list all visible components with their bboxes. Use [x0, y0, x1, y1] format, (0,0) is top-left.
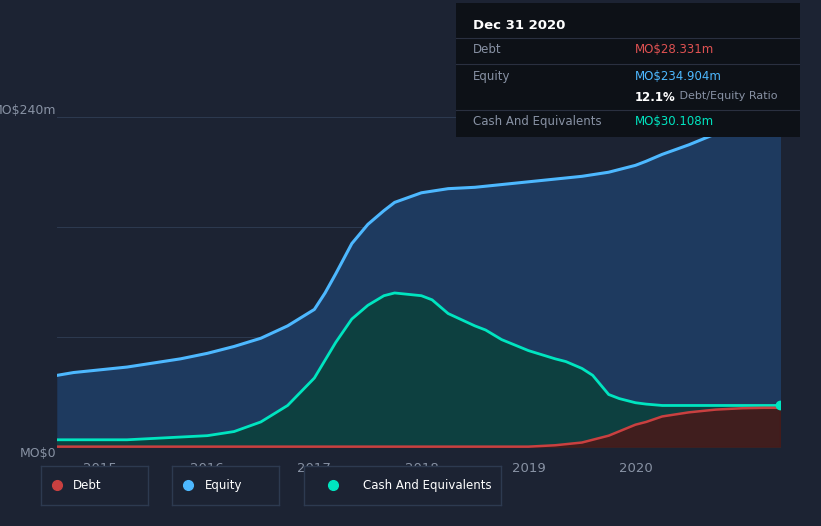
Text: Debt/Equity Ratio: Debt/Equity Ratio	[677, 91, 777, 101]
Text: Cash And Equivalents: Cash And Equivalents	[473, 115, 602, 128]
Text: 12.1%: 12.1%	[635, 91, 676, 104]
Text: Cash And Equivalents: Cash And Equivalents	[363, 479, 492, 492]
Text: Dec 31 2020: Dec 31 2020	[473, 19, 566, 32]
Text: Equity: Equity	[473, 69, 511, 83]
Text: Debt: Debt	[473, 43, 502, 56]
Text: MO$0: MO$0	[21, 447, 57, 460]
Text: MO$240m: MO$240m	[0, 104, 57, 117]
Text: MO$234.904m: MO$234.904m	[635, 69, 722, 83]
Text: Equity: Equity	[204, 479, 242, 492]
Text: MO$28.331m: MO$28.331m	[635, 43, 714, 56]
Text: Debt: Debt	[73, 479, 102, 492]
Text: MO$30.108m: MO$30.108m	[635, 115, 714, 128]
